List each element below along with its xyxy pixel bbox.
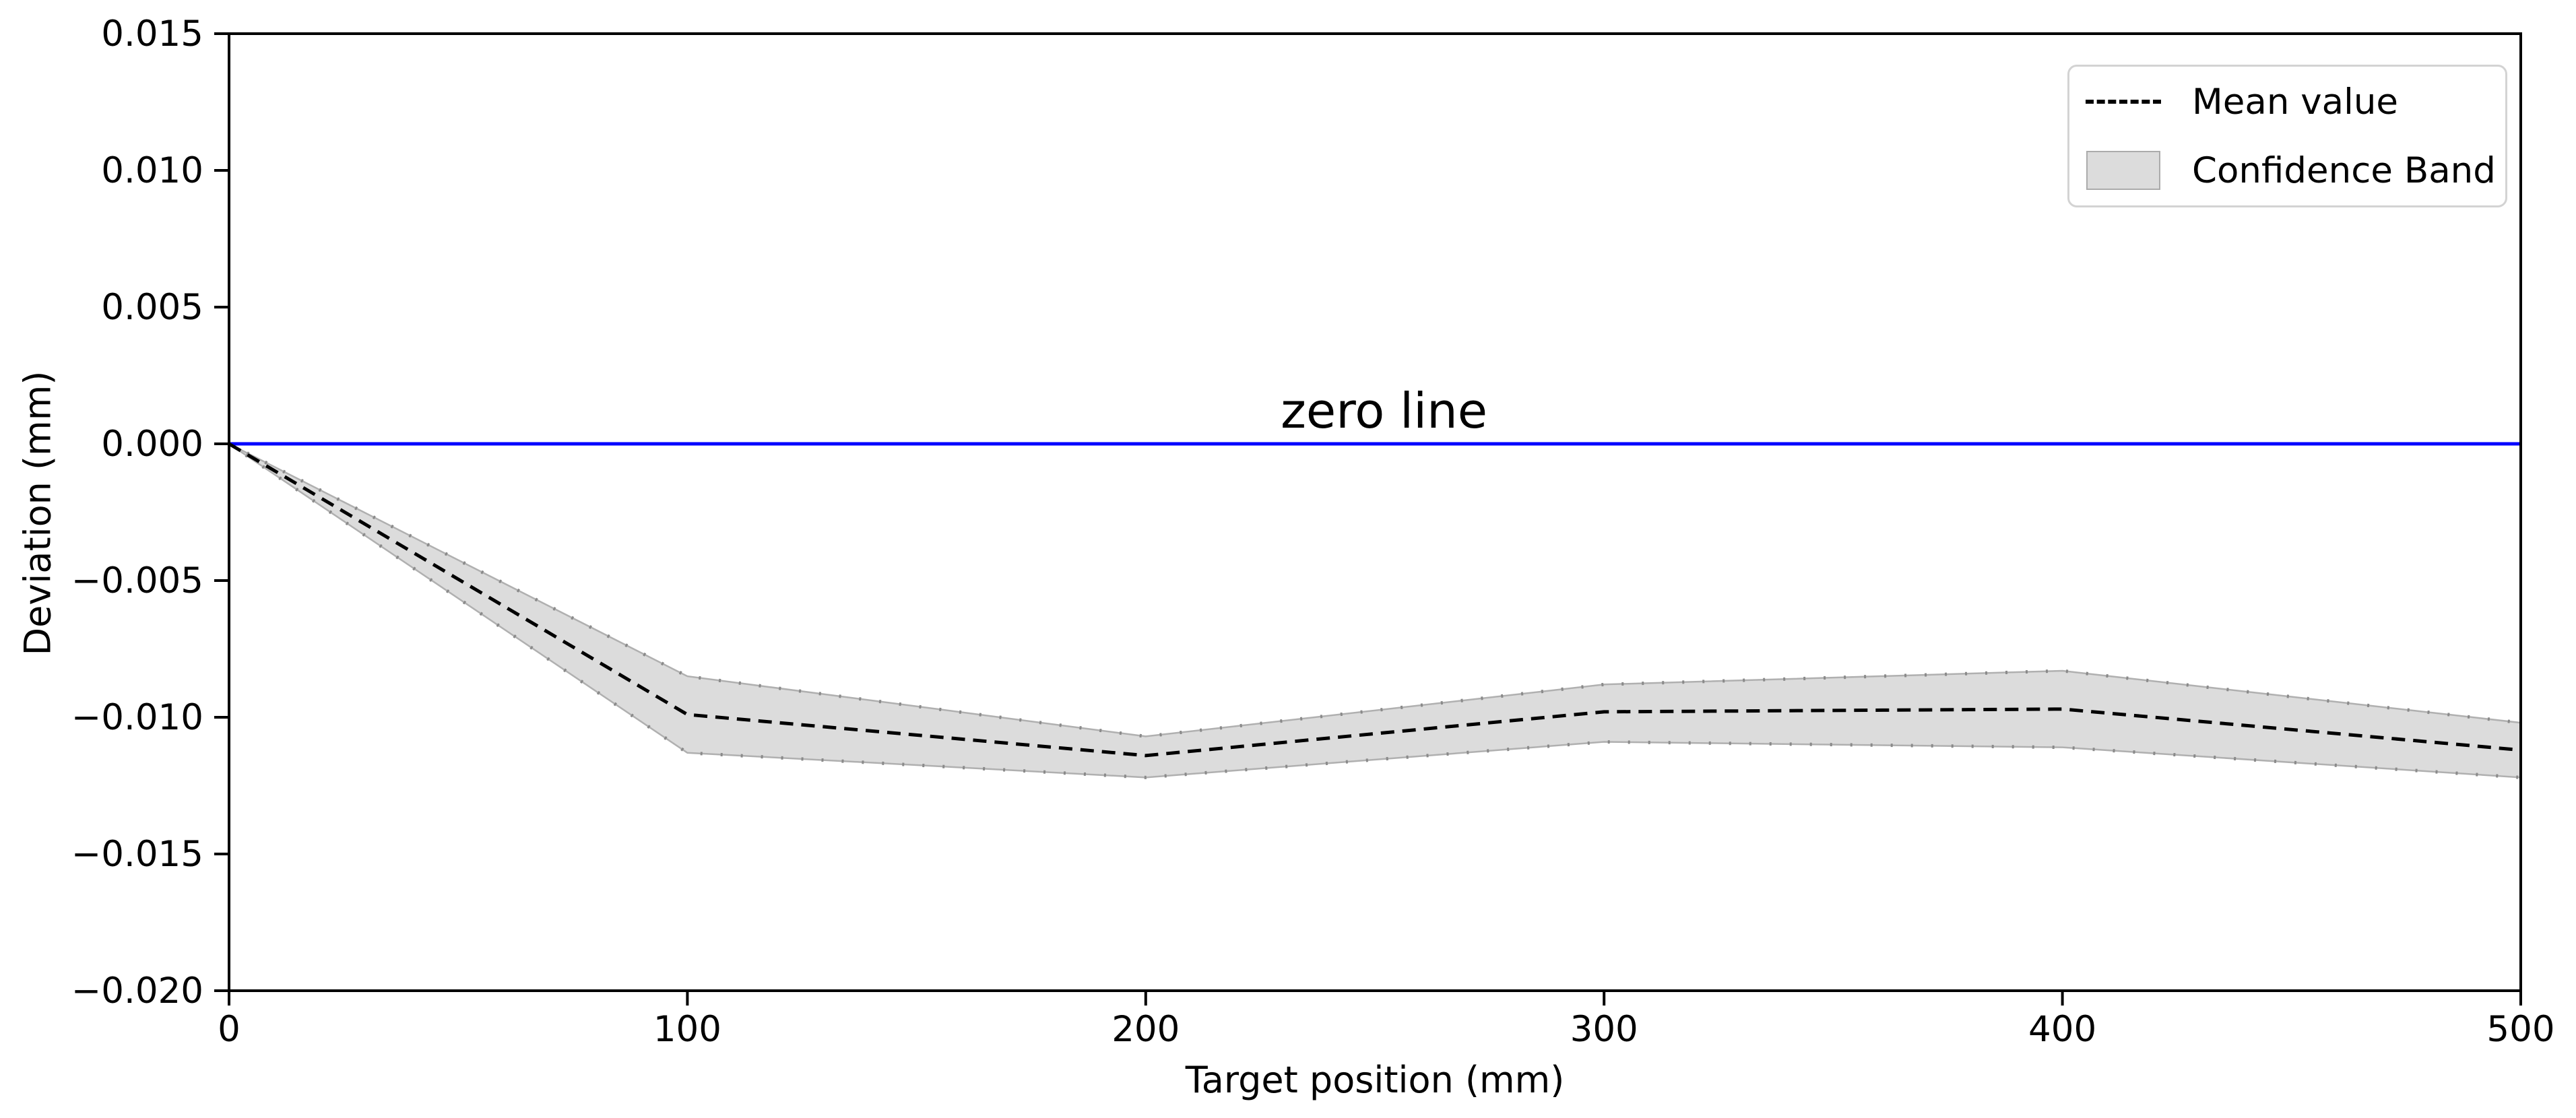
x-tick-label: 300 bbox=[1570, 1009, 1638, 1050]
y-tick-label: 0.015 bbox=[101, 13, 203, 55]
x-tick-label: 500 bbox=[2486, 1009, 2554, 1050]
mean-value-line bbox=[228, 442, 2521, 758]
y-axis-label: Deviation (mm) bbox=[16, 370, 59, 656]
x-tick-label: 100 bbox=[653, 1009, 721, 1050]
y-tick-label: 0.005 bbox=[101, 287, 203, 328]
legend-row-mean: Mean value bbox=[2086, 80, 2499, 123]
legend-row-band: Confidence Band bbox=[2086, 149, 2499, 192]
legend-label-band: Confidence Band bbox=[2192, 150, 2496, 191]
y-tick-label: 0.010 bbox=[101, 150, 203, 191]
legend-label-mean: Mean value bbox=[2192, 81, 2399, 123]
dashed-line-icon bbox=[2086, 100, 2161, 104]
confidence-band-legend-swatch bbox=[2086, 151, 2161, 190]
band-lower-edge bbox=[228, 442, 2521, 779]
x-axis-label: Target position (mm) bbox=[1185, 1059, 1565, 1101]
x-tick-label: 0 bbox=[218, 1009, 240, 1050]
legend: Mean value Confidence Band bbox=[2067, 65, 2507, 207]
x-tick-label: 200 bbox=[1112, 1009, 1180, 1050]
band-upper-edge bbox=[228, 442, 2521, 737]
y-tick-label: −0.020 bbox=[71, 971, 203, 1012]
plot-border bbox=[228, 32, 2522, 992]
x-tick-label: 400 bbox=[2028, 1009, 2096, 1050]
zero-line-annotation: zero line bbox=[1281, 383, 1488, 439]
mean-line-legend-swatch bbox=[2086, 100, 2161, 104]
y-tick-label: −0.015 bbox=[71, 834, 203, 875]
y-tick-label: −0.010 bbox=[71, 697, 203, 738]
y-tick-label: 0.000 bbox=[101, 424, 203, 465]
band-patch-icon bbox=[2086, 151, 2160, 190]
confidence-band-area bbox=[229, 444, 2521, 778]
y-tick-label: −0.005 bbox=[71, 560, 203, 601]
